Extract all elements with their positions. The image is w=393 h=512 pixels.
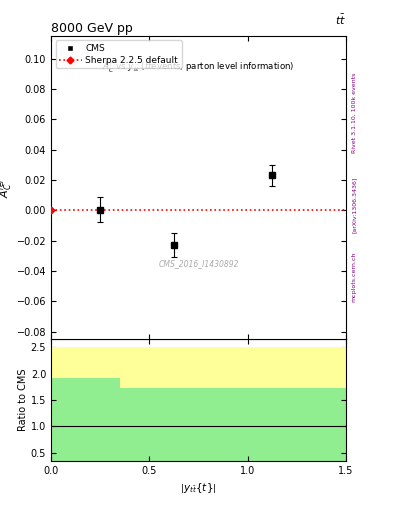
Text: 8000 GeV pp: 8000 GeV pp <box>51 22 133 35</box>
Text: mcplots.cern.ch: mcplots.cern.ch <box>352 251 357 302</box>
Text: [arXiv:1306.3436]: [arXiv:1306.3436] <box>352 177 357 233</box>
Y-axis label: Ratio to CMS: Ratio to CMS <box>18 369 28 431</box>
Text: CMS_2016_I1430892: CMS_2016_I1430892 <box>158 259 239 268</box>
Legend: CMS, Sherpa 2.2.5 default: CMS, Sherpa 2.2.5 default <box>55 40 182 68</box>
Text: Rivet 3.1.10, 100k events: Rivet 3.1.10, 100k events <box>352 73 357 153</box>
X-axis label: $\left|y_{t\bar{t}}\{t\}\right|$: $\left|y_{t\bar{t}}\{t\}\right|$ <box>180 481 217 495</box>
Text: $t\bar{t}$: $t\bar{t}$ <box>335 12 346 27</box>
Y-axis label: $A_C^{ler}$: $A_C^{ler}$ <box>0 177 15 198</box>
Text: $A_C^l$ vs $y_{t\bar{t}}$ ($t\bar{t}$events, parton level information): $A_C^l$ vs $y_{t\bar{t}}$ ($t\bar{t}$eve… <box>102 60 295 75</box>
